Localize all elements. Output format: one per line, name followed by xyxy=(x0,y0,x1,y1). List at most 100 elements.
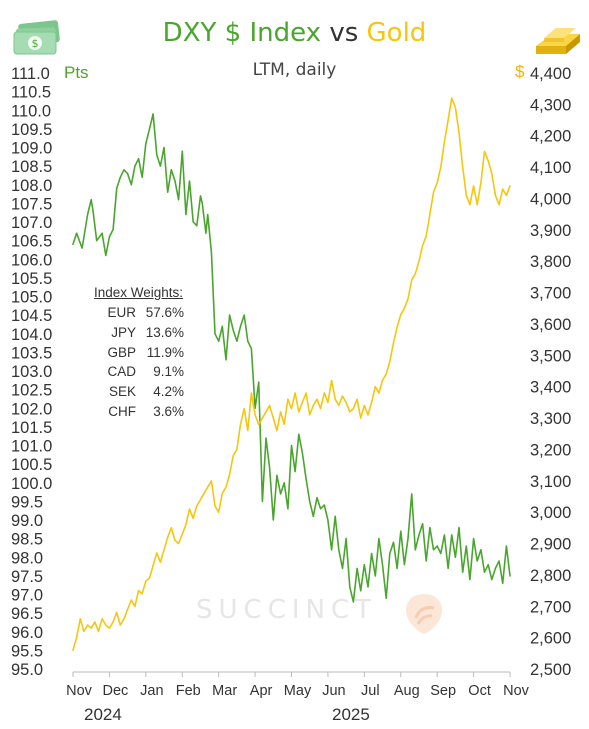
watermark-text: SUCCINCT xyxy=(196,595,377,625)
weight-currency: JPY xyxy=(111,325,136,341)
x-axis-tick-label: May xyxy=(284,683,312,699)
left-axis-tick-label: 99.0 xyxy=(11,512,43,530)
right-axis-tick-label: 4,100 xyxy=(530,159,571,177)
weight-currency: GBP xyxy=(107,344,136,360)
weight-value: 9.1% xyxy=(153,364,184,380)
left-axis-tick-label: 102.0 xyxy=(11,400,52,418)
left-axis-tick-label: 100.5 xyxy=(11,456,52,474)
weight-currency: CHF xyxy=(108,403,136,419)
weight-row: CAD 9.1% xyxy=(88,362,184,382)
left-axis-tick-label: 110.0 xyxy=(11,102,51,120)
weight-row: JPY 13.6% xyxy=(88,323,184,343)
left-axis-tick-label: 104.0 xyxy=(11,326,52,344)
weight-row: EUR 57.6% xyxy=(88,303,184,323)
right-axis-tick-label: 3,800 xyxy=(530,253,571,271)
weight-currency: CAD xyxy=(107,364,136,380)
left-axis-tick-label: 102.5 xyxy=(11,382,52,400)
left-axis-tick-label: 100.0 xyxy=(11,475,52,493)
right-axis-tick-label: 3,400 xyxy=(530,379,571,397)
right-axis-tick-label: 4,300 xyxy=(530,96,571,114)
weight-value: 11.9% xyxy=(146,344,184,360)
left-axis-tick-label: 104.5 xyxy=(11,307,52,325)
right-axis-tick-label: 2,900 xyxy=(530,536,571,554)
left-axis-tick-label: 105.0 xyxy=(11,289,52,307)
right-axis-tick-label: 3,300 xyxy=(530,410,571,428)
right-axis-tick-label: 3,500 xyxy=(530,347,571,365)
right-axis-tick-label: 2,500 xyxy=(530,661,571,679)
x-axis-tick-label: Oct xyxy=(468,683,491,699)
right-axis-tick-label: 3,200 xyxy=(530,441,571,459)
x-axis-tick-label: Aug xyxy=(394,683,420,699)
left-axis-tick-label: 107.0 xyxy=(11,214,52,232)
left-axis-tick-label: 109.0 xyxy=(11,140,52,158)
gold-bar-icon xyxy=(532,16,582,58)
dxy-index-line xyxy=(72,113,511,603)
x-axis-tick-label: Jul xyxy=(361,683,380,699)
left-axis-tick-label: 98.5 xyxy=(11,531,43,549)
chart-title: DXY $ Index vs Gold xyxy=(0,18,589,48)
right-axis-tick-label: 4,000 xyxy=(530,190,571,208)
left-axis-tick-label: 108.0 xyxy=(11,177,52,195)
left-axis-tick-label: 95.0 xyxy=(11,661,43,679)
gold-price-line xyxy=(72,97,511,652)
watermark-logo-icon xyxy=(404,592,444,636)
x-axis-tick-label: Mar xyxy=(212,683,237,699)
x-axis-tick-label: Jun xyxy=(322,683,345,699)
weight-row: SEK 4.2% xyxy=(88,382,184,402)
right-axis-unit: $ xyxy=(515,62,525,81)
x-axis-tick-label: Jan xyxy=(140,683,163,699)
svg-text:$: $ xyxy=(32,37,39,50)
weight-value: 3.6% xyxy=(153,403,184,419)
index-weights-title: Index Weights: xyxy=(94,285,184,300)
x-axis-tick-label: Nov xyxy=(66,683,93,699)
left-axis-tick-label: 109.5 xyxy=(11,121,52,139)
title-gold: Gold xyxy=(366,18,427,48)
left-axis-tick-label: 111.0 xyxy=(11,65,50,83)
left-axis-tick-label: 97.0 xyxy=(11,587,43,605)
left-axis-tick-label: 103.5 xyxy=(11,344,52,362)
weight-value: 57.6% xyxy=(145,305,184,321)
left-axis-tick-label: 97.5 xyxy=(11,568,43,586)
left-axis-tick-label: 103.0 xyxy=(11,363,52,381)
left-axis-tick-label: 95.5 xyxy=(11,642,43,660)
right-axis-tick-label: 3,100 xyxy=(530,473,571,491)
left-axis-tick-label: 96.5 xyxy=(11,605,43,623)
money-icon: $ xyxy=(13,20,61,56)
weight-currency: SEK xyxy=(108,384,136,400)
left-axis-tick-label: 98.0 xyxy=(11,549,43,567)
right-axis-tick-label: 3,600 xyxy=(530,316,571,334)
right-axis-tick-label: 3,900 xyxy=(530,222,571,240)
weight-currency: EUR xyxy=(107,305,136,321)
weight-row: GBP 11.9% xyxy=(88,342,184,362)
left-axis-tick-label: 99.5 xyxy=(11,493,43,511)
left-axis-tick-label: 106.0 xyxy=(11,251,52,269)
right-axis-tick-label: 2,600 xyxy=(530,630,571,648)
left-axis-tick-label: 107.5 xyxy=(11,195,52,213)
left-axis-tick-label: 106.5 xyxy=(11,233,52,251)
left-axis-tick-label: 101.0 xyxy=(11,438,52,456)
left-axis-tick-label: 105.5 xyxy=(11,270,52,288)
right-axis-tick-label: 4,400 xyxy=(530,65,571,83)
left-axis-tick-label: 101.5 xyxy=(11,419,52,437)
right-axis-tick-label: 2,800 xyxy=(530,567,571,585)
x-axis-tick-label: Sep xyxy=(430,683,456,699)
year-label-2025: 2025 xyxy=(332,705,370,724)
right-axis-tick-label: 3,000 xyxy=(530,504,571,522)
index-weights-box: Index Weights: EUR 57.6% JPY 13.6% GBP 11.9… xyxy=(88,285,184,421)
weight-value: 4.2% xyxy=(153,384,184,400)
right-axis-tick-label: 2,700 xyxy=(530,598,571,616)
left-axis-tick-label: 108.5 xyxy=(11,158,52,176)
x-axis-tick-label: Nov xyxy=(503,683,530,699)
title-dxy: DXY $ Index xyxy=(162,18,322,48)
year-label-2024: 2024 xyxy=(84,705,122,724)
weight-row: CHF 3.6% xyxy=(88,401,184,421)
right-axis-tick-label: 4,200 xyxy=(530,128,571,146)
x-axis-tick-label: Dec xyxy=(103,683,129,699)
weight-value: 13.6% xyxy=(145,325,184,341)
x-axis-tick-label: Apr xyxy=(250,683,273,699)
chart-subtitle: LTM, daily xyxy=(252,60,337,80)
left-axis-unit: Pts xyxy=(64,63,89,82)
right-axis-tick-label: 3,700 xyxy=(530,285,571,303)
left-axis-tick-label: 110.5 xyxy=(11,84,51,102)
title-vs: vs xyxy=(329,18,359,48)
